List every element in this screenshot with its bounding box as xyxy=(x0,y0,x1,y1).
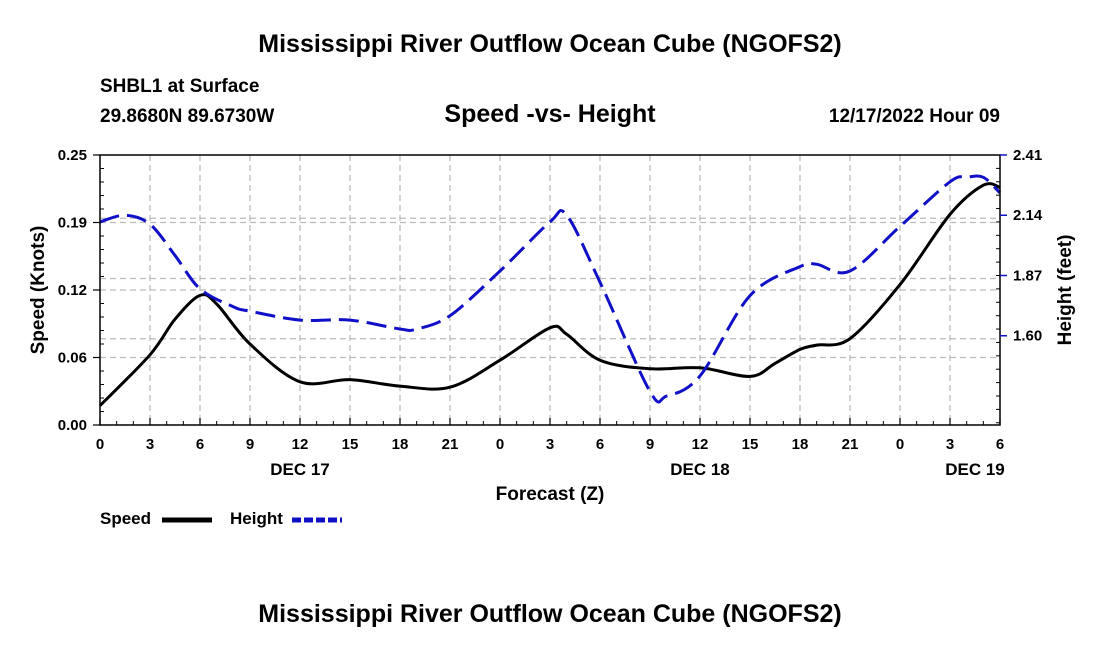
x-axis-title: Forecast (Z) xyxy=(496,484,605,505)
legend-speed-label: Speed xyxy=(100,509,152,528)
y-tick-label: 0.00 xyxy=(58,417,87,434)
x-tick-label: 9 xyxy=(246,436,254,453)
x-tick-label: 18 xyxy=(392,436,409,453)
y2-tick-label: 2.14 xyxy=(1013,207,1043,224)
x-tick-label: 21 xyxy=(442,436,459,453)
x-tick-label: 12 xyxy=(692,436,709,453)
series-layer xyxy=(98,174,1002,407)
x-tick-label: 15 xyxy=(742,436,759,453)
day-label: DEC 17 xyxy=(270,460,330,479)
forecast-datetime: 12/17/2022 Hour 09 xyxy=(828,106,1000,127)
y2-tick-label: 1.87 xyxy=(1013,267,1042,284)
x-tick-label: 0 xyxy=(496,436,504,453)
y-axis-title: Speed (Knots) xyxy=(28,226,49,355)
grid-layer xyxy=(100,155,1000,425)
x-tick-label: 3 xyxy=(146,436,154,453)
y-tick-label: 0.19 xyxy=(58,215,87,232)
legend-height-label: Height xyxy=(230,509,283,528)
y2-axis-title: Height (feet) xyxy=(1055,235,1076,346)
x-tick-label: 6 xyxy=(996,436,1004,453)
day-label: DEC 18 xyxy=(670,460,730,479)
y-tick-label: 0.25 xyxy=(58,147,87,164)
coordinates-label: 29.8680N 89.6730W xyxy=(100,106,275,127)
y-tick-label: 0.12 xyxy=(58,282,87,299)
chart-title: Mississippi River Outflow Ocean Cube (NG… xyxy=(258,30,842,58)
speed-series-line xyxy=(98,182,1001,407)
x-tick-label: 18 xyxy=(792,436,809,453)
chart-subtitle: Speed -vs- Height xyxy=(444,100,656,128)
x-tick-label: 15 xyxy=(342,436,359,453)
footer-title: Mississippi River Outflow Ocean Cube (NG… xyxy=(258,600,842,628)
x-tick-label: 9 xyxy=(646,436,654,453)
x-tick-label: 6 xyxy=(196,436,204,453)
x-tick-label: 0 xyxy=(896,436,904,453)
station-label: SHBL1 at Surface xyxy=(100,76,260,97)
x-tick-label: 6 xyxy=(596,436,604,453)
x-tick-label: 0 xyxy=(96,436,104,453)
y-tick-label: 0.06 xyxy=(58,350,87,367)
height-series-line xyxy=(99,174,1002,404)
x-tick-label: 21 xyxy=(842,436,859,453)
x-tick-label: 3 xyxy=(946,436,954,453)
x-tick-label: 12 xyxy=(292,436,309,453)
y2-tick-label: 1.60 xyxy=(1013,328,1042,345)
axis-layer: 0 3 6 9 12 15 18 21 0 3 6 9 12 15 18 21 0 3 6 0.00 0.06 0.12 0… xyxy=(28,147,1076,505)
y2-tick-label: 2.41 xyxy=(1013,147,1042,164)
day-label: DEC 19 xyxy=(945,460,1005,479)
x-tick-label: 3 xyxy=(546,436,554,453)
